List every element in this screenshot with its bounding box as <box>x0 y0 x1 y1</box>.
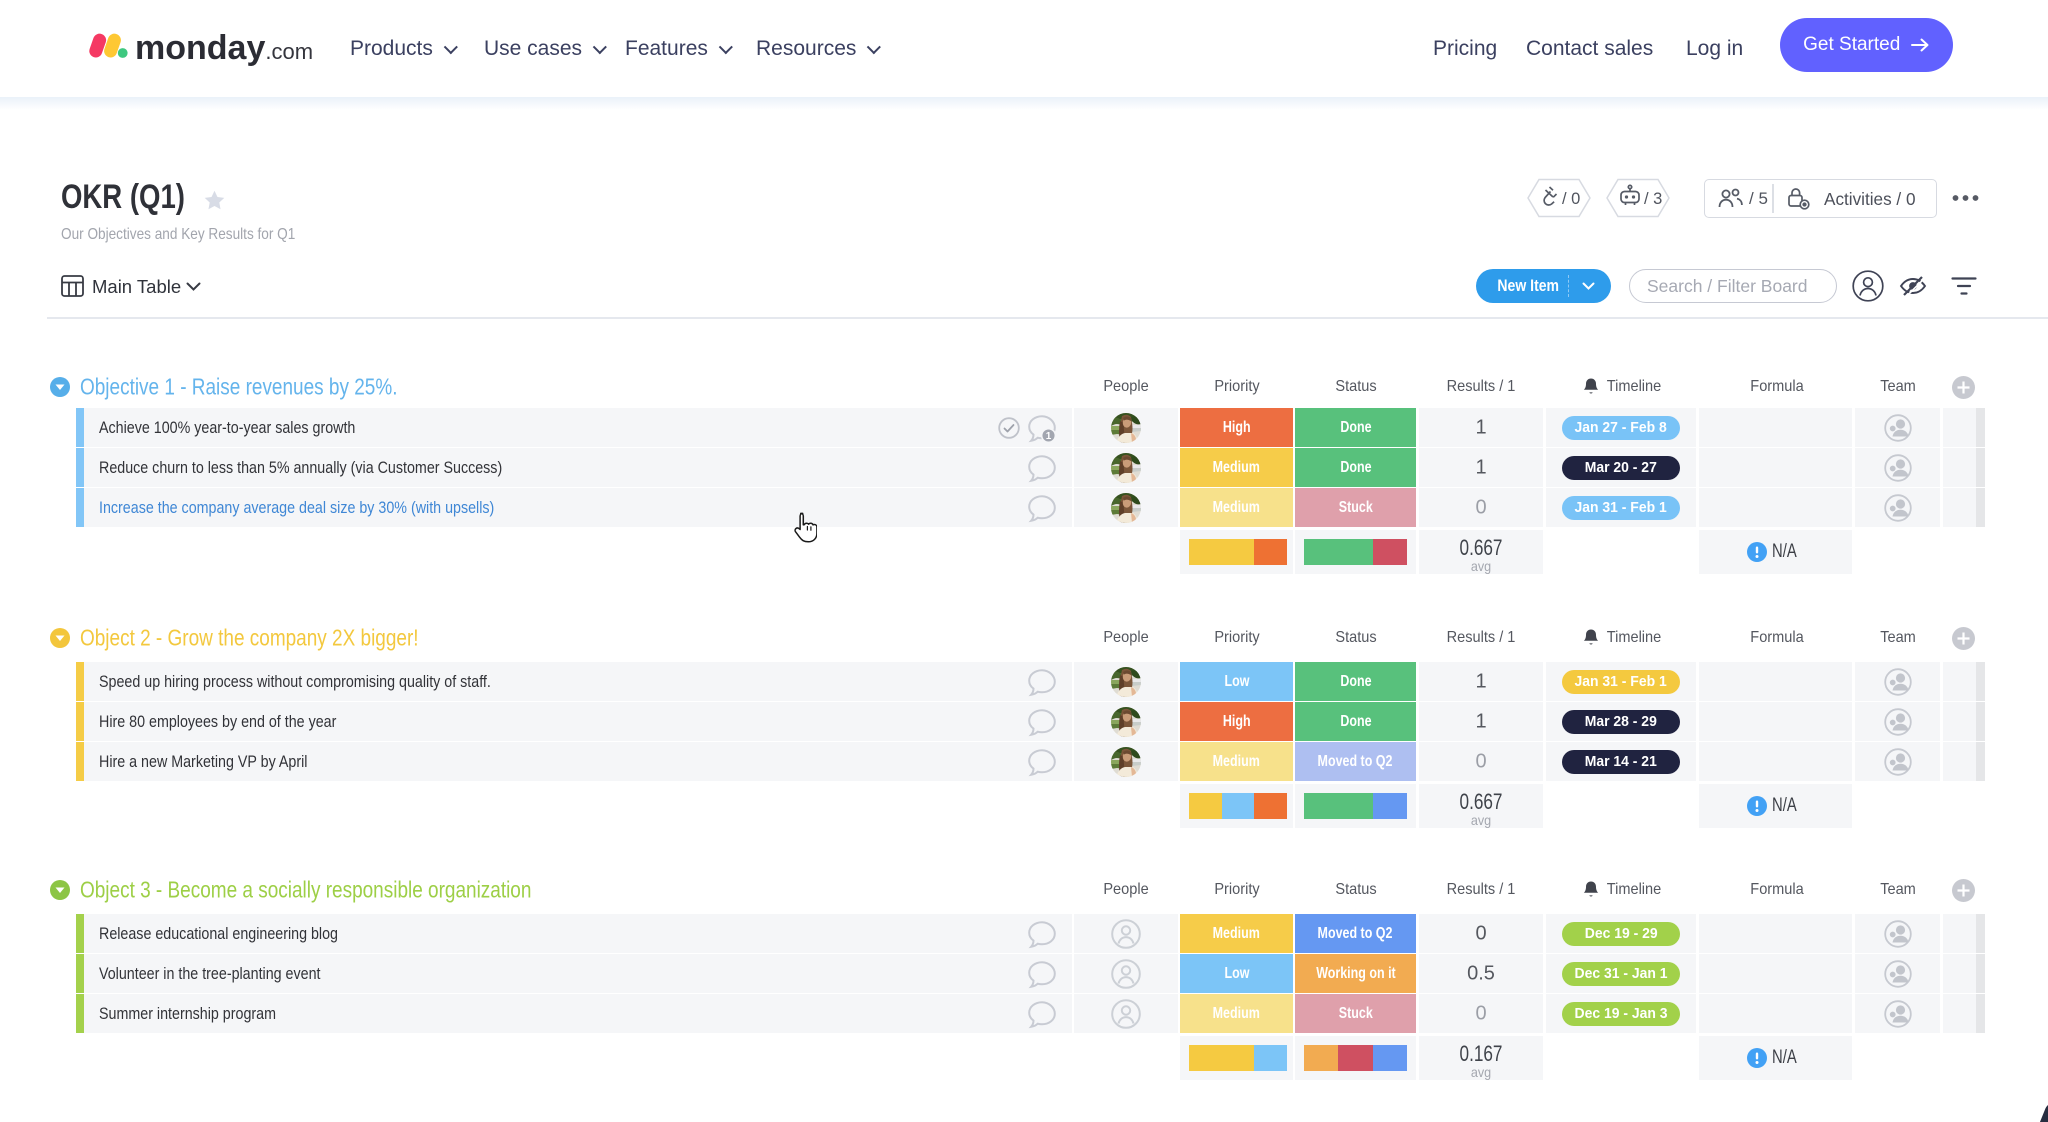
svg-text:/ 0: / 0 <box>1562 190 1580 208</box>
svg-text:1: 1 <box>1046 431 1052 442</box>
svg-text:/ 3: / 3 <box>1644 190 1662 208</box>
